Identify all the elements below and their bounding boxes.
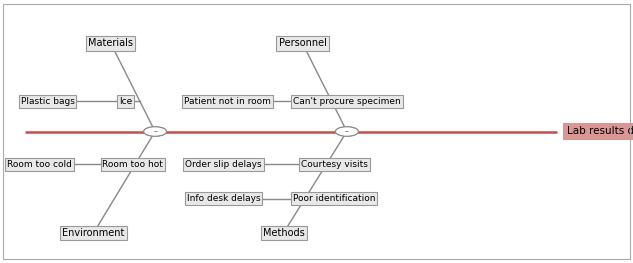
Text: Room too cold: Room too cold xyxy=(8,160,72,169)
Text: Order slip delays: Order slip delays xyxy=(185,160,262,169)
Text: –: – xyxy=(345,127,349,136)
Text: Plastic bags: Plastic bags xyxy=(20,97,75,106)
Text: Methods: Methods xyxy=(263,228,304,238)
Text: –: – xyxy=(345,127,349,136)
Text: Ice: Ice xyxy=(119,97,132,106)
Text: Can't procure specimen: Can't procure specimen xyxy=(293,97,401,106)
Circle shape xyxy=(144,127,166,136)
Circle shape xyxy=(335,127,358,136)
Text: Environment: Environment xyxy=(63,228,125,238)
Text: –: – xyxy=(153,127,157,136)
Text: Materials: Materials xyxy=(88,38,134,48)
Circle shape xyxy=(144,127,166,136)
Text: –: – xyxy=(153,127,157,136)
Text: Courtesy visits: Courtesy visits xyxy=(301,160,368,169)
Circle shape xyxy=(335,127,358,136)
Text: Room too hot: Room too hot xyxy=(103,160,163,169)
Text: Personnel: Personnel xyxy=(279,38,327,48)
Text: Patient not in room: Patient not in room xyxy=(184,97,272,106)
Text: Lab results delay: Lab results delay xyxy=(567,127,633,136)
Text: Poor identification: Poor identification xyxy=(293,194,375,203)
Text: Info desk delays: Info desk delays xyxy=(187,194,260,203)
